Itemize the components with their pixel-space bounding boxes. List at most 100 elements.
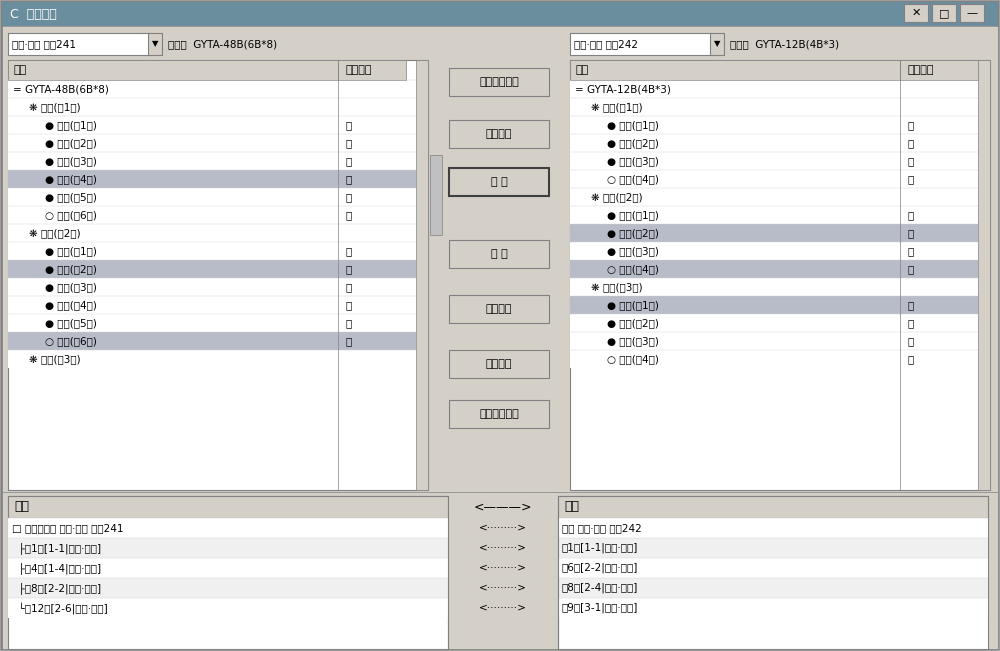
Bar [8, 260, 416, 278]
Bar [449, 240, 549, 268]
Bar [338, 60, 406, 80]
Bar [8, 296, 416, 314]
Text: ✕: ✕ [911, 8, 921, 18]
Text: <·········>: <·········> [479, 543, 527, 553]
Bar [8, 98, 416, 116]
Bar [449, 400, 549, 428]
Text: 南丰·宁都 分段241: 南丰·宁都 分段241 [12, 39, 76, 49]
Text: ● 红色(第1芯): ● 红色(第1芯) [607, 210, 659, 220]
Text: 是: 是 [346, 318, 352, 328]
Bar [558, 518, 988, 538]
Bar [8, 538, 448, 558]
Text: 南丰·宁都 分段242: 南丰·宁都 分段242 [574, 39, 638, 49]
Text: ○ 白色(第6芯): ○ 白色(第6芯) [45, 210, 97, 220]
Bar [8, 496, 448, 649]
Bar [570, 206, 978, 224]
Bar [8, 60, 338, 80]
Text: = GYTA-12B(4B*3): = GYTA-12B(4B*3) [575, 84, 671, 94]
Bar [449, 68, 549, 96]
Bar [8, 206, 416, 224]
Text: ● 蓝色(第2芯): ● 蓝色(第2芯) [607, 138, 659, 148]
Text: 是: 是 [346, 300, 352, 310]
Bar [570, 296, 978, 314]
Bar [570, 116, 978, 134]
Text: 第1芯[1-1|蓝色·红色]: 第1芯[1-1|蓝色·红色] [562, 543, 638, 553]
Bar [558, 538, 988, 558]
Bar [960, 4, 984, 22]
Text: <·········>: <·········> [479, 583, 527, 593]
Bar [449, 120, 549, 148]
Text: ● 棕色(第4芯): ● 棕色(第4芯) [45, 174, 97, 184]
Bar [2, 26, 998, 495]
Bar [8, 152, 416, 170]
Bar [570, 60, 900, 80]
Text: 是: 是 [346, 192, 352, 202]
Bar [430, 155, 442, 235]
Bar [148, 33, 162, 55]
Bar [8, 242, 416, 260]
Text: 导入熔接数据: 导入熔接数据 [479, 409, 519, 419]
Text: 否: 否 [908, 120, 914, 130]
Text: <·········>: <·········> [479, 523, 527, 533]
Text: 否: 否 [908, 300, 914, 310]
Text: ● 灰色(第5芯): ● 灰色(第5芯) [45, 318, 97, 328]
Text: 是: 是 [908, 210, 914, 220]
Text: <·········>: <·········> [479, 563, 527, 573]
Text: ▼: ▼ [714, 40, 720, 49]
Text: ● 橙色(第3芯): ● 橙色(第3芯) [607, 156, 659, 166]
Bar [570, 152, 978, 170]
Bar [558, 578, 988, 598]
Text: 是: 是 [908, 174, 914, 184]
Text: ● 蓝色(第2芯): ● 蓝色(第2芯) [607, 228, 659, 238]
Text: ❋ 橙色(第2束): ❋ 橙色(第2束) [29, 228, 81, 238]
Text: 否: 否 [908, 228, 914, 238]
Text: 是: 是 [346, 156, 352, 166]
Bar [904, 4, 928, 22]
Text: 型号：  GYTA-48B(6B*8): 型号： GYTA-48B(6B*8) [168, 39, 277, 49]
Bar [449, 168, 549, 196]
Bar [2, 2, 998, 26]
Bar [900, 60, 978, 80]
Text: 否: 否 [346, 336, 352, 346]
Text: 是: 是 [346, 138, 352, 148]
Bar [8, 224, 416, 242]
Bar [570, 33, 715, 55]
Text: ● 橙色(第2芯): ● 橙色(第2芯) [45, 138, 97, 148]
Bar [570, 314, 978, 332]
Text: <·········>: <·········> [479, 603, 527, 613]
Text: ● 橙色(第3芯): ● 橙色(第3芯) [607, 246, 659, 256]
Text: 是: 是 [908, 246, 914, 256]
Bar [8, 188, 416, 206]
Text: 第6芯[2-2|白色·蓝色]: 第6芯[2-2|白色·蓝色] [562, 562, 638, 574]
Bar [570, 260, 978, 278]
Bar [570, 332, 978, 350]
Bar [570, 80, 978, 98]
Text: ○ 白色(第4芯): ○ 白色(第4芯) [607, 354, 659, 364]
Bar [430, 60, 568, 490]
Bar [449, 295, 549, 323]
Bar [570, 60, 990, 490]
Text: 光缆 南丰·宁都 分段242: 光缆 南丰·宁都 分段242 [562, 523, 642, 533]
Text: 第9芯[3-1|橙色·红色]: 第9芯[3-1|橙色·红色] [562, 603, 638, 613]
Text: 打开熔接模版: 打开熔接模版 [479, 77, 519, 87]
Text: —: — [966, 8, 978, 18]
Bar [8, 332, 416, 350]
Text: ● 灰色(第5芯): ● 灰色(第5芯) [45, 192, 97, 202]
Text: ├第4芯[1-4|蓝色·棕色]: ├第4芯[1-4|蓝色·棕色] [12, 562, 101, 574]
Text: ❋ 白色(第2束): ❋ 白色(第2束) [591, 192, 643, 202]
Text: 是: 是 [908, 354, 914, 364]
Text: ❋ 蓝色(第1束): ❋ 蓝色(第1束) [29, 102, 81, 112]
Text: 否: 否 [346, 174, 352, 184]
Text: 是: 是 [908, 336, 914, 346]
Text: 快速熔接: 快速熔接 [486, 129, 512, 139]
Text: ● 蓝色(第2芯): ● 蓝色(第2芯) [607, 318, 659, 328]
Text: 端二: 端二 [564, 501, 579, 514]
Bar [448, 496, 558, 518]
Bar [570, 188, 978, 206]
Text: = GYTA-48B(6B*8): = GYTA-48B(6B*8) [13, 84, 109, 94]
Bar [8, 598, 448, 618]
Bar [558, 598, 988, 618]
Bar [558, 496, 988, 518]
Text: ○ 白色(第4芯): ○ 白色(第4芯) [607, 264, 659, 274]
Bar [8, 558, 448, 578]
